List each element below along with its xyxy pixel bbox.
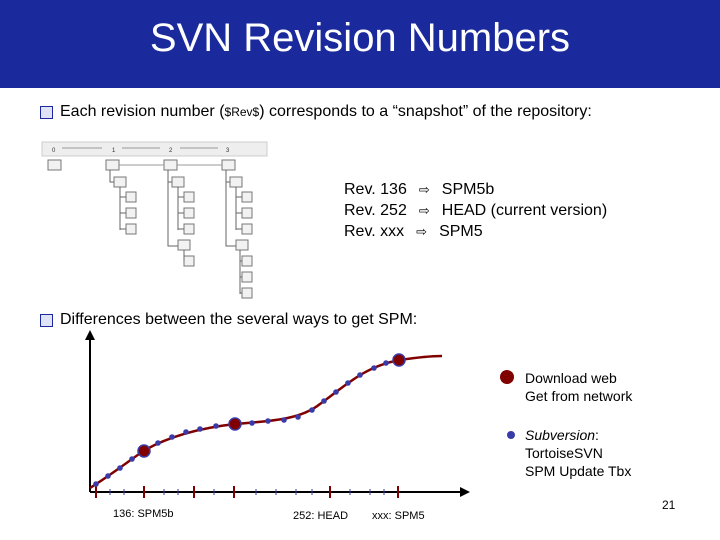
bullet1-suffix: ) corresponds to a “snapshot” of the rep… xyxy=(259,103,592,120)
tree-col-2-label: 2 xyxy=(169,148,173,154)
checkbox-bullet-icon xyxy=(40,314,53,327)
revision-tree: 0 1 2 3 xyxy=(41,141,268,299)
slide-title: SVN Revision Numbers xyxy=(149,16,571,60)
download-web-legend-dot xyxy=(500,370,514,384)
folder-icon xyxy=(241,271,253,283)
legend-text: Get from network xyxy=(525,388,633,404)
folder-icon xyxy=(241,191,253,203)
legend-text: TortoiseSVN xyxy=(525,445,603,461)
hollow-right-arrow-icon: ⇨ xyxy=(416,224,428,239)
bullet-differences: Differences between the several ways to … xyxy=(60,311,418,328)
revision-target: HEAD (current version) xyxy=(441,202,608,219)
hollow-right-arrow-icon: ⇨ xyxy=(418,203,430,218)
tree-col-0-label: 0 xyxy=(52,148,56,154)
checkbox-bullet-icon xyxy=(40,106,53,119)
revision-row: Rev. 136 ⇨ SPM5b xyxy=(344,179,607,200)
chart-axes xyxy=(85,330,470,497)
folder-icon xyxy=(241,255,253,267)
folder-icon xyxy=(241,287,253,299)
legend-download-web: Download web Get from network xyxy=(525,369,632,405)
tree-col-1-label: 1 xyxy=(112,148,116,154)
folder-icon xyxy=(183,223,195,235)
legend-subversion: Subversion: TortoiseSVN SPM Update Tbx xyxy=(525,426,631,480)
folder-icon xyxy=(125,223,137,235)
revision-label: Rev. 136 xyxy=(344,181,407,198)
folder-icon xyxy=(47,159,62,171)
folder-icon xyxy=(221,159,236,171)
folder-icon xyxy=(125,207,137,219)
y-axis-arrowhead xyxy=(85,330,95,340)
folder-icon xyxy=(241,223,253,235)
folder-icon xyxy=(171,176,185,188)
rev-keyword: $Rev$ xyxy=(224,105,260,119)
tick-label-rev252: 252: HEAD xyxy=(293,510,349,522)
folder-icon xyxy=(105,159,120,171)
tick-label-revxxx: xxx: SPM5 xyxy=(372,510,425,522)
legend-text: : xyxy=(595,427,599,443)
revision-target: SPM5 xyxy=(439,223,483,240)
revision-row: Rev. 252 ⇨ HEAD (current version) xyxy=(344,200,607,221)
revision-mapping-list: Rev. 136 ⇨ SPM5b Rev. 252 ⇨ HEAD (curren… xyxy=(344,179,607,242)
page-number: 21 xyxy=(662,498,676,512)
point-spm5b xyxy=(137,444,151,458)
legend-text: Download web xyxy=(525,370,617,386)
tick-label-rev136: 136: SPM5b xyxy=(113,508,174,520)
revision-row: Rev. xxx ⇨ SPM5 xyxy=(344,221,607,242)
hollow-right-arrow-icon: ⇨ xyxy=(418,182,430,197)
folder-icon xyxy=(241,207,253,219)
bullet-revision-snapshot: Each revision number ($Rev$) corresponds… xyxy=(60,103,592,121)
folder-icon xyxy=(183,207,195,219)
folder-icon xyxy=(229,176,243,188)
folder-icon xyxy=(177,239,191,251)
x-axis-ticks xyxy=(95,486,399,498)
folder-icon xyxy=(183,191,195,203)
tree-col-3-label: 3 xyxy=(226,148,230,154)
point-spm5 xyxy=(392,353,406,367)
title-bar xyxy=(0,0,720,88)
revision-label: Rev. xxx xyxy=(344,223,405,240)
folder-icon xyxy=(183,255,195,267)
subversion-revision-dots xyxy=(93,360,389,487)
subversion-legend-dot xyxy=(507,431,515,439)
point-head xyxy=(228,417,242,431)
tree-header-bar xyxy=(41,141,268,157)
revision-label: Rev. 252 xyxy=(344,202,407,219)
bullet1-prefix: Each revision number ( xyxy=(60,103,225,120)
folder-icon xyxy=(163,159,178,171)
legend-text: SPM Update Tbx xyxy=(525,463,632,479)
x-axis-minor-ticks xyxy=(109,489,385,495)
folder-icon xyxy=(113,176,127,188)
revision-target: SPM5b xyxy=(441,181,495,198)
folder-icon xyxy=(235,239,249,251)
folder-icon xyxy=(125,191,137,203)
download-web-points xyxy=(137,353,406,458)
legend-text: Subversion xyxy=(525,427,596,443)
x-axis-arrowhead xyxy=(460,487,470,497)
